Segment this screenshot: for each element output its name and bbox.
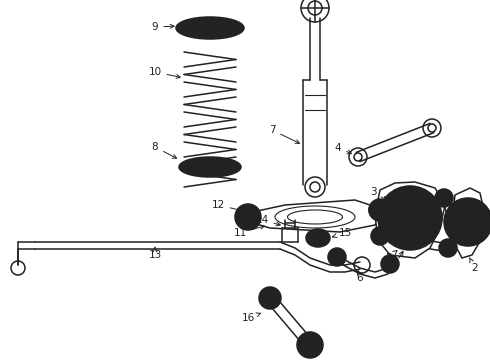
Polygon shape: [375, 182, 445, 258]
Ellipse shape: [306, 229, 330, 247]
Text: 12: 12: [211, 200, 244, 212]
Text: 8: 8: [152, 142, 176, 158]
Circle shape: [435, 189, 453, 207]
Circle shape: [369, 201, 387, 219]
Text: 14: 14: [255, 215, 280, 226]
Polygon shape: [242, 200, 385, 232]
Text: 3: 3: [369, 187, 387, 200]
Text: 6: 6: [357, 270, 363, 283]
Circle shape: [297, 332, 323, 358]
Circle shape: [381, 255, 399, 273]
Text: 11: 11: [233, 225, 264, 238]
Text: 4: 4: [335, 143, 351, 154]
Text: 10: 10: [148, 67, 180, 78]
Text: 15: 15: [333, 228, 352, 238]
Circle shape: [439, 239, 457, 257]
Ellipse shape: [182, 21, 238, 36]
Circle shape: [371, 227, 389, 245]
Circle shape: [259, 287, 281, 309]
Text: 9: 9: [152, 22, 174, 32]
Circle shape: [235, 204, 261, 230]
Ellipse shape: [176, 17, 244, 39]
Circle shape: [328, 248, 346, 266]
Text: 7: 7: [269, 125, 299, 143]
Text: 1: 1: [390, 251, 403, 273]
Circle shape: [378, 186, 442, 250]
Circle shape: [369, 199, 391, 221]
Text: 16: 16: [242, 313, 261, 323]
Text: 5: 5: [385, 251, 397, 263]
Text: 2: 2: [469, 258, 478, 273]
Polygon shape: [452, 188, 485, 258]
Text: 13: 13: [148, 247, 162, 260]
Ellipse shape: [179, 157, 241, 177]
Circle shape: [444, 198, 490, 246]
Ellipse shape: [186, 160, 234, 174]
